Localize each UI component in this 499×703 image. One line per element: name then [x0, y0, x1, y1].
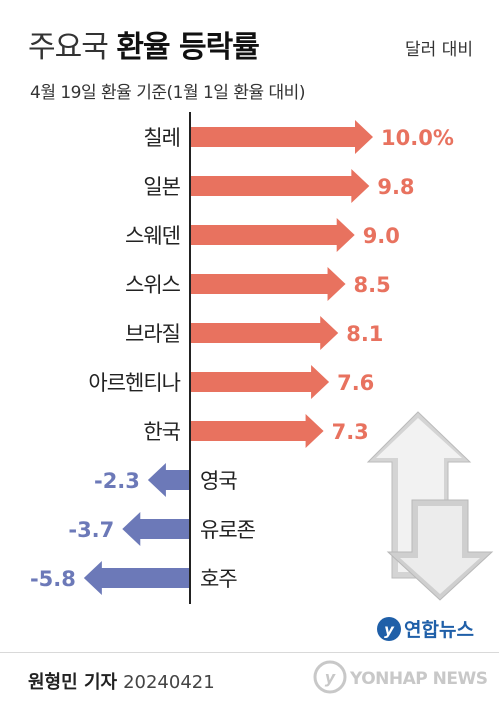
category-label: 스웨덴 [125, 224, 180, 248]
up-down-arrows-decoration [366, 411, 494, 601]
bar-5 [190, 365, 330, 399]
yonhap-watermark: y YONHAP NEWS [313, 660, 488, 694]
category-label: 호주 [200, 567, 237, 591]
watermark-mark: y [325, 668, 336, 687]
bar-1 [190, 169, 370, 203]
category-label: 브라질 [125, 322, 180, 346]
title-prefix: 주요국 [28, 30, 109, 65]
page-title: 주요국 환율 등락률 [28, 22, 260, 66]
bar-0 [190, 120, 373, 154]
value-label: 10.0% [381, 126, 454, 150]
publish-date: 20240421 [123, 672, 215, 693]
bar-8 [122, 512, 190, 546]
category-label: 아르헨티나 [88, 371, 180, 395]
category-label: 일본 [143, 175, 180, 199]
category-label: 스위스 [125, 273, 181, 297]
bar-7 [147, 463, 190, 497]
subtitle: 4월 19일 환율 기준(1월 1일 환율 대비) [30, 83, 305, 103]
bar-3 [190, 267, 346, 301]
value-label: 7.3 [332, 420, 369, 444]
value-label: 8.5 [354, 273, 391, 297]
footer-divider [0, 652, 499, 653]
bar-2 [190, 218, 355, 252]
value-label: 9.8 [377, 175, 414, 199]
value-label: -2.3 [94, 469, 140, 493]
value-label: -3.7 [68, 518, 114, 542]
value-label: -5.8 [30, 567, 76, 591]
bar-4 [190, 316, 339, 350]
value-label: 8.1 [346, 322, 383, 346]
category-label: 영국 [200, 469, 237, 493]
bar-9 [83, 561, 190, 595]
category-label: 유로존 [200, 518, 256, 542]
bars-layer: 칠레 10.0% 일본 9.8 스웨덴 9.0 스위스 8.5 브라질 8.1 아르헨티나 7.6 한국… [30, 120, 454, 595]
down-arrow-highlight [400, 506, 480, 594]
yonhap-logo-text: 연합뉴스 [404, 619, 474, 641]
yonhap-logo-mark: y [384, 621, 395, 639]
bar-6 [190, 414, 324, 448]
watermark-icon [313, 660, 347, 694]
category-label: 한국 [143, 420, 180, 444]
value-label: 9.0 [363, 224, 400, 248]
category-label: 칠레 [143, 126, 180, 150]
footer-credit: 원형민 기자 20240421 [28, 668, 215, 694]
yonhap-logo: y 연합뉴스 [377, 617, 474, 641]
bar-chart: 칠레 10.0% 일본 9.8 스웨덴 9.0 스위스 8.5 브라질 8.1 아르헨티나 7.6 한국… [30, 112, 494, 641]
yonhap-logo-icon [377, 617, 401, 641]
unit-note: 달러 대비 [405, 40, 473, 60]
title-main: 환율 등락률 [116, 30, 259, 65]
author-name: 원형민 기자 [28, 672, 118, 693]
value-label: 7.6 [337, 371, 374, 395]
watermark-text: YONHAP NEWS [349, 669, 487, 689]
